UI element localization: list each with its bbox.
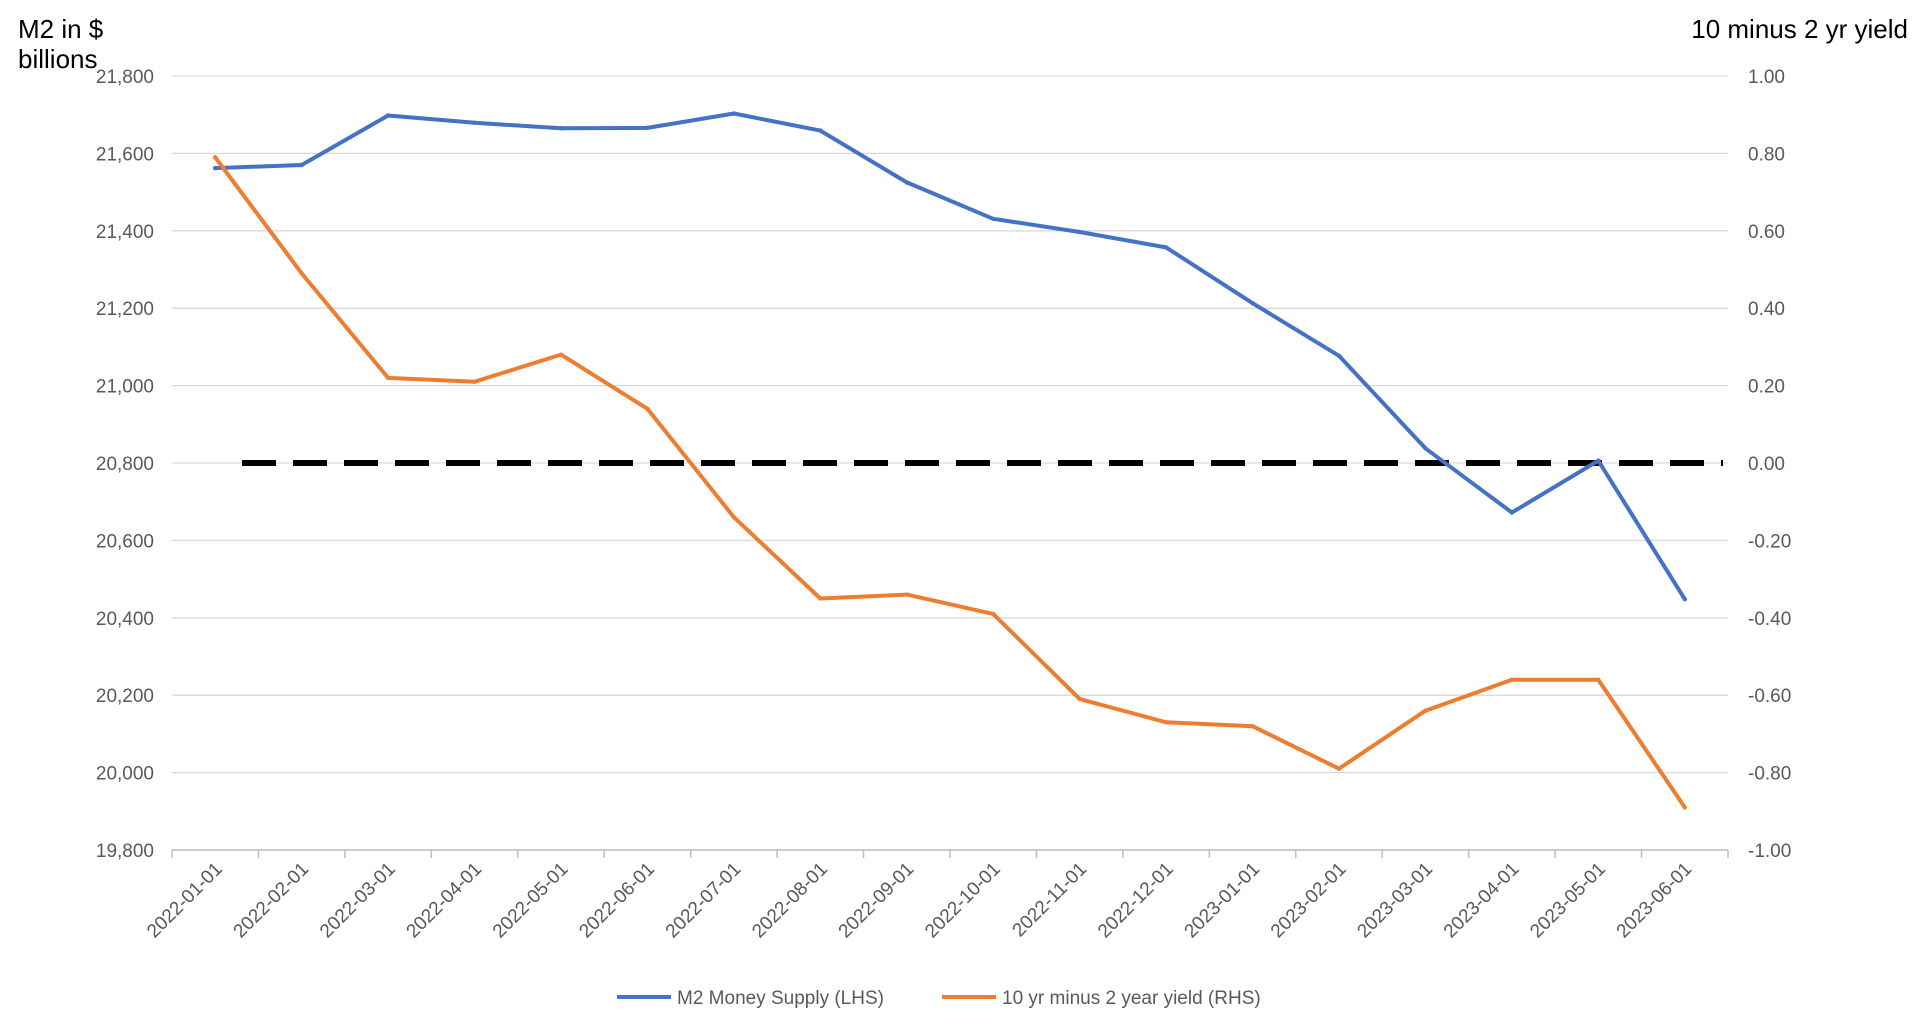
x-tick-label: 2023-03-01 (1353, 859, 1437, 943)
x-tick-label: 2023-05-01 (1526, 859, 1610, 943)
y-left-tick-label: 20,600 (96, 531, 154, 552)
x-tick-label: 2022-07-01 (662, 859, 746, 943)
x-tick-label: 2022-03-01 (316, 859, 400, 943)
series-1-point (299, 162, 304, 168)
y-right-tick-label: 0.80 (1748, 144, 1785, 165)
series-1-point (1250, 300, 1255, 306)
series-2-point (1077, 696, 1082, 702)
y-left-tick-label: 21,200 (96, 299, 154, 320)
y-left-tick-label: 21,400 (96, 222, 154, 243)
series-line-2 (213, 155, 1687, 810)
series-1-point (818, 128, 823, 133)
y-right-tick-label: 0.60 (1748, 222, 1785, 243)
y-right-tick-label: 0.00 (1748, 454, 1785, 475)
x-tick-label: 2023-01-01 (1181, 859, 1265, 943)
series-1-point (991, 216, 996, 222)
y-right-tick-label: 0.20 (1748, 377, 1785, 398)
series-2-point (558, 352, 564, 357)
x-tick-label: 2022-04-01 (403, 859, 487, 943)
series-2-point (213, 155, 218, 160)
legend-label-2: 10 yr minus 2 year yield (RHS) (1002, 988, 1261, 1009)
series-1-point (1163, 245, 1169, 250)
y-right-tick-label: -0.60 (1748, 686, 1791, 707)
y-left-tick-label: 21,600 (96, 144, 154, 165)
right-axis-title: 10 minus 2 yr yield (1691, 14, 1908, 44)
x-tick-label: 2022-11-01 (1009, 859, 1092, 942)
series-line-1 (213, 111, 1687, 602)
y-right-tick-label: 0.40 (1748, 299, 1785, 320)
series-2-point (385, 375, 391, 381)
x-tick-label: 2022-12-01 (1094, 859, 1178, 943)
y-left-tick-label: 20,200 (96, 686, 154, 707)
series-2-point (904, 592, 909, 597)
series-2-point (731, 514, 737, 520)
series-2-point (1250, 723, 1255, 729)
series-1-point (1077, 229, 1082, 235)
y-right-tick-label: 1.00 (1748, 67, 1785, 88)
series-2-point (1423, 708, 1428, 713)
series-2-point (299, 271, 304, 276)
series-2-point (1163, 720, 1169, 725)
series-1-point (1509, 510, 1515, 515)
x-tick-label: 2022-08-01 (748, 859, 832, 943)
series-1-point (472, 120, 477, 126)
y-right-tick-label: -1.00 (1748, 841, 1791, 862)
x-tick-label: 2022-05-01 (489, 859, 573, 943)
series-2-point (472, 379, 477, 384)
x-tick-label: 2023-02-01 (1267, 859, 1351, 943)
y-right-tick-label: -0.40 (1748, 609, 1791, 630)
x-tick-label: 2022-02-01 (230, 859, 314, 943)
x-tick-label: 2022-10-01 (921, 859, 1005, 943)
x-tick-label: 2022-09-01 (835, 859, 919, 943)
legend-label-1: M2 Money Supply (LHS) (677, 988, 884, 1009)
y-left-tick-label: 19,800 (96, 841, 154, 862)
series-2-point (645, 406, 650, 412)
x-tick-label: 2022-01-01 (143, 859, 227, 943)
series-1-point (558, 126, 564, 131)
series-1-point (1423, 446, 1428, 451)
y-left-tick-label: 20,800 (96, 454, 154, 475)
series-2-point (1509, 677, 1515, 682)
series-1-point (1596, 458, 1601, 463)
y-left-tick-label: 21,800 (96, 67, 154, 88)
series-1-point (385, 113, 391, 118)
x-tick-label: 2023-04-01 (1440, 859, 1524, 943)
series-1-point (645, 125, 650, 131)
series-2-point (1682, 805, 1687, 810)
series-2-point (991, 611, 996, 617)
x-tick-label: 2022-06-01 (575, 859, 659, 943)
series-2-point (1336, 766, 1342, 771)
left-axis-title: M2 in $ billions (18, 14, 104, 74)
series-2-point (1596, 677, 1601, 682)
y-left-tick-label: 20,400 (96, 609, 154, 630)
series-1-point (213, 165, 218, 171)
series-1-point (904, 180, 909, 185)
y-right-tick-label: -0.20 (1748, 531, 1791, 552)
series-1-point (1336, 353, 1342, 359)
y-right-tick-label: -0.80 (1748, 764, 1791, 785)
y-left-tick-label: 20,000 (96, 764, 154, 785)
series-1-point (1682, 597, 1687, 602)
y-left-tick-label: 21,000 (96, 377, 154, 398)
x-tick-label: 2023-06-01 (1613, 859, 1697, 943)
series-2-point (818, 596, 823, 601)
series-1-point (731, 111, 737, 116)
